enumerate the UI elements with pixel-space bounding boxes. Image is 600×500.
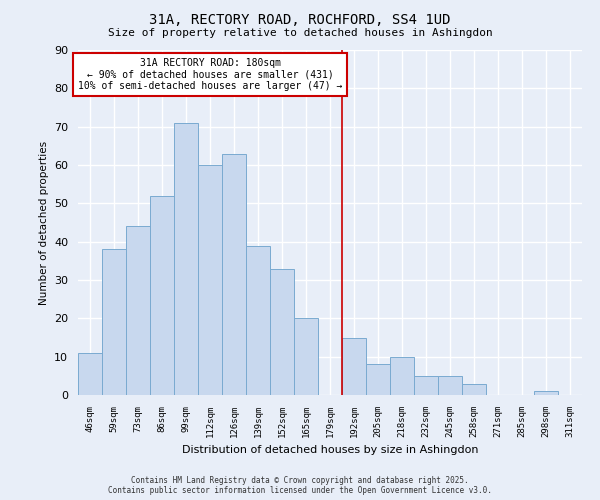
Bar [222, 154, 246, 395]
Text: 31A, RECTORY ROAD, ROCHFORD, SS4 1UD: 31A, RECTORY ROAD, ROCHFORD, SS4 1UD [149, 12, 451, 26]
Text: Contains HM Land Registry data © Crown copyright and database right 2025.
Contai: Contains HM Land Registry data © Crown c… [108, 476, 492, 495]
X-axis label: Distribution of detached houses by size in Ashingdon: Distribution of detached houses by size … [182, 446, 478, 456]
Y-axis label: Number of detached properties: Number of detached properties [38, 140, 49, 304]
Bar [390, 356, 414, 395]
Bar [78, 353, 102, 395]
Text: 31A RECTORY ROAD: 180sqm
← 90% of detached houses are smaller (431)
10% of semi-: 31A RECTORY ROAD: 180sqm ← 90% of detach… [78, 58, 342, 91]
Bar [102, 250, 126, 395]
Bar [126, 226, 150, 395]
Bar [366, 364, 390, 395]
Bar [438, 376, 462, 395]
Bar [462, 384, 486, 395]
Bar [534, 391, 558, 395]
Bar [294, 318, 318, 395]
Bar [270, 268, 294, 395]
Bar [150, 196, 174, 395]
Bar [414, 376, 438, 395]
Text: Size of property relative to detached houses in Ashingdon: Size of property relative to detached ho… [107, 28, 493, 38]
Bar [246, 246, 270, 395]
Bar [342, 338, 366, 395]
Bar [174, 123, 198, 395]
Bar [198, 165, 222, 395]
